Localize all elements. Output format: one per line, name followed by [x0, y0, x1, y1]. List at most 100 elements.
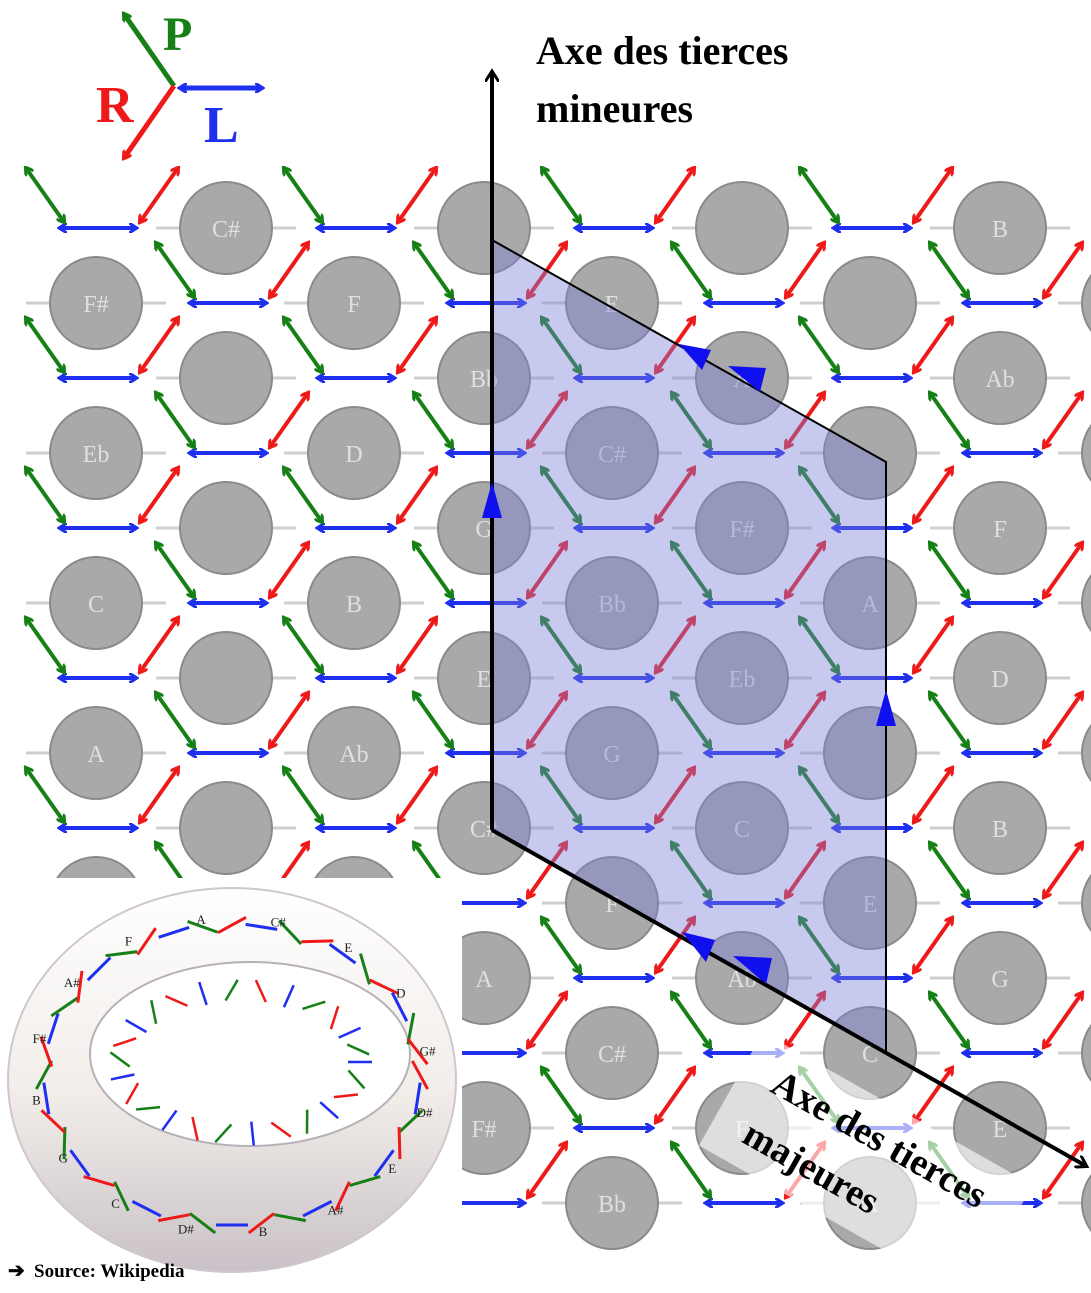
torus-stroke [214, 1123, 233, 1144]
pitch-node [1081, 724, 1091, 782]
torus-stroke [198, 981, 208, 1006]
pitch-node [49, 706, 143, 800]
torus-stroke [282, 984, 295, 1008]
p-transform-arrow [284, 318, 322, 372]
r-transform-arrow [1044, 243, 1082, 297]
pitch-node [823, 556, 917, 650]
torus-stroke [191, 1116, 199, 1141]
pitch-node-label: E [863, 892, 878, 918]
torus-stroke [328, 943, 357, 965]
p-transform-arrow [284, 618, 322, 672]
p-transform-arrow [800, 168, 838, 222]
p-transform-arrow [930, 243, 968, 297]
pitch-node [695, 631, 789, 725]
pitch-node [179, 181, 273, 275]
pitch-node-label: C [862, 1042, 878, 1068]
pitch-node [307, 706, 401, 800]
p-transform-arrow [542, 768, 580, 822]
legend-p: P [163, 8, 192, 61]
pitch-node [179, 481, 273, 575]
torus-illustration: C G B F# A# F A C# E D G# D# E A# B D# [7, 887, 457, 1273]
p-transform-arrow [156, 243, 194, 297]
pitch-node [565, 856, 659, 950]
r-transform-arrow [656, 1068, 694, 1122]
r-transform-arrow [656, 168, 694, 222]
torus-labels: C G B F# A# F A C# E D G# D# E A# B D# [32, 912, 436, 1239]
pitch-node-label: B [346, 592, 362, 618]
torus-stroke [42, 1082, 51, 1115]
pitch-node-label: D [345, 442, 362, 468]
torus-label: F# [33, 1031, 47, 1046]
torus-stroke [390, 991, 409, 1022]
pitch-node-label: B [992, 817, 1008, 843]
pitch-node [953, 931, 1047, 1025]
torus-stroke [319, 1101, 339, 1120]
r-transform-arrow [656, 768, 694, 822]
r-transform-arrow [656, 918, 694, 972]
r-transform-arrow [786, 393, 824, 447]
torus-stroke [136, 927, 157, 956]
pitch-node-label: C [734, 817, 750, 843]
minor-axis-label: Axe des tierces mineures [536, 28, 789, 131]
pitch-node [695, 931, 789, 1025]
pitch-node [565, 1156, 659, 1250]
torus-stroke [373, 1149, 395, 1177]
right-arrow-icon: ➔ [8, 1260, 25, 1282]
p-transform-arrow [414, 693, 452, 747]
r-transform-arrow [656, 318, 694, 372]
torus-label: B [32, 1093, 41, 1108]
torus-stroke [35, 1060, 53, 1090]
torus-stroke [62, 1127, 67, 1160]
r-transform-arrow [786, 243, 824, 297]
edge-marker-bottom-2 [733, 956, 772, 984]
pitch-node [695, 331, 789, 425]
pitch-node-label: A [861, 592, 879, 618]
pitch-node [49, 556, 143, 650]
pitch-node-label: B [992, 217, 1008, 243]
r-transform-arrow [1044, 993, 1082, 1047]
pitch-node [953, 481, 1047, 575]
pitch-node [1081, 874, 1091, 932]
edge-marker-right [876, 690, 896, 726]
legend-r: R [96, 77, 135, 134]
pitch-node [437, 781, 531, 875]
torus-stroke [347, 1069, 366, 1090]
p-transform-arrow [800, 468, 838, 522]
pitch-node [307, 556, 401, 650]
torus-stroke [164, 994, 188, 1007]
torus-stroke [411, 1060, 429, 1090]
r-transform-arrow [914, 1068, 952, 1122]
torus-stroke [346, 1043, 370, 1056]
pitch-node-label: Ab [985, 367, 1014, 393]
r-transform-arrow [270, 543, 308, 597]
edge-marker-left [482, 482, 502, 518]
pitch-node [49, 256, 143, 350]
torus-stroke [397, 1127, 402, 1160]
pitch-node-label: C# [598, 1042, 626, 1068]
p-transform-arrow [542, 318, 580, 372]
torus-stroke [125, 1018, 148, 1034]
r-transform-arrow [528, 543, 566, 597]
pitch-node-label: D [991, 667, 1008, 693]
p-transform-arrow [800, 618, 838, 672]
edge-marker-top-1 [679, 344, 711, 370]
r-transform-arrow [270, 693, 308, 747]
p-transform-arrow [672, 543, 710, 597]
torus-stroke [333, 1093, 359, 1099]
p-transform-arrow [800, 768, 838, 822]
p-transform-arrow [672, 993, 710, 1047]
torus-stroke [368, 978, 400, 996]
pitch-node [565, 256, 659, 350]
pitch-node [953, 781, 1047, 875]
p-transform-arrow [26, 768, 64, 822]
r-transform-arrow [140, 768, 178, 822]
r-transform-arrow [786, 993, 824, 1047]
pitch-node-label: F [347, 292, 360, 318]
r-transform-arrow [656, 618, 694, 672]
pitch-node-label: E [477, 667, 492, 693]
torus-stroke [40, 1109, 66, 1134]
pitch-node-label: F# [83, 292, 108, 318]
torus-stroke [150, 999, 158, 1024]
pitch-node [179, 331, 273, 425]
pitch-node [437, 181, 531, 275]
